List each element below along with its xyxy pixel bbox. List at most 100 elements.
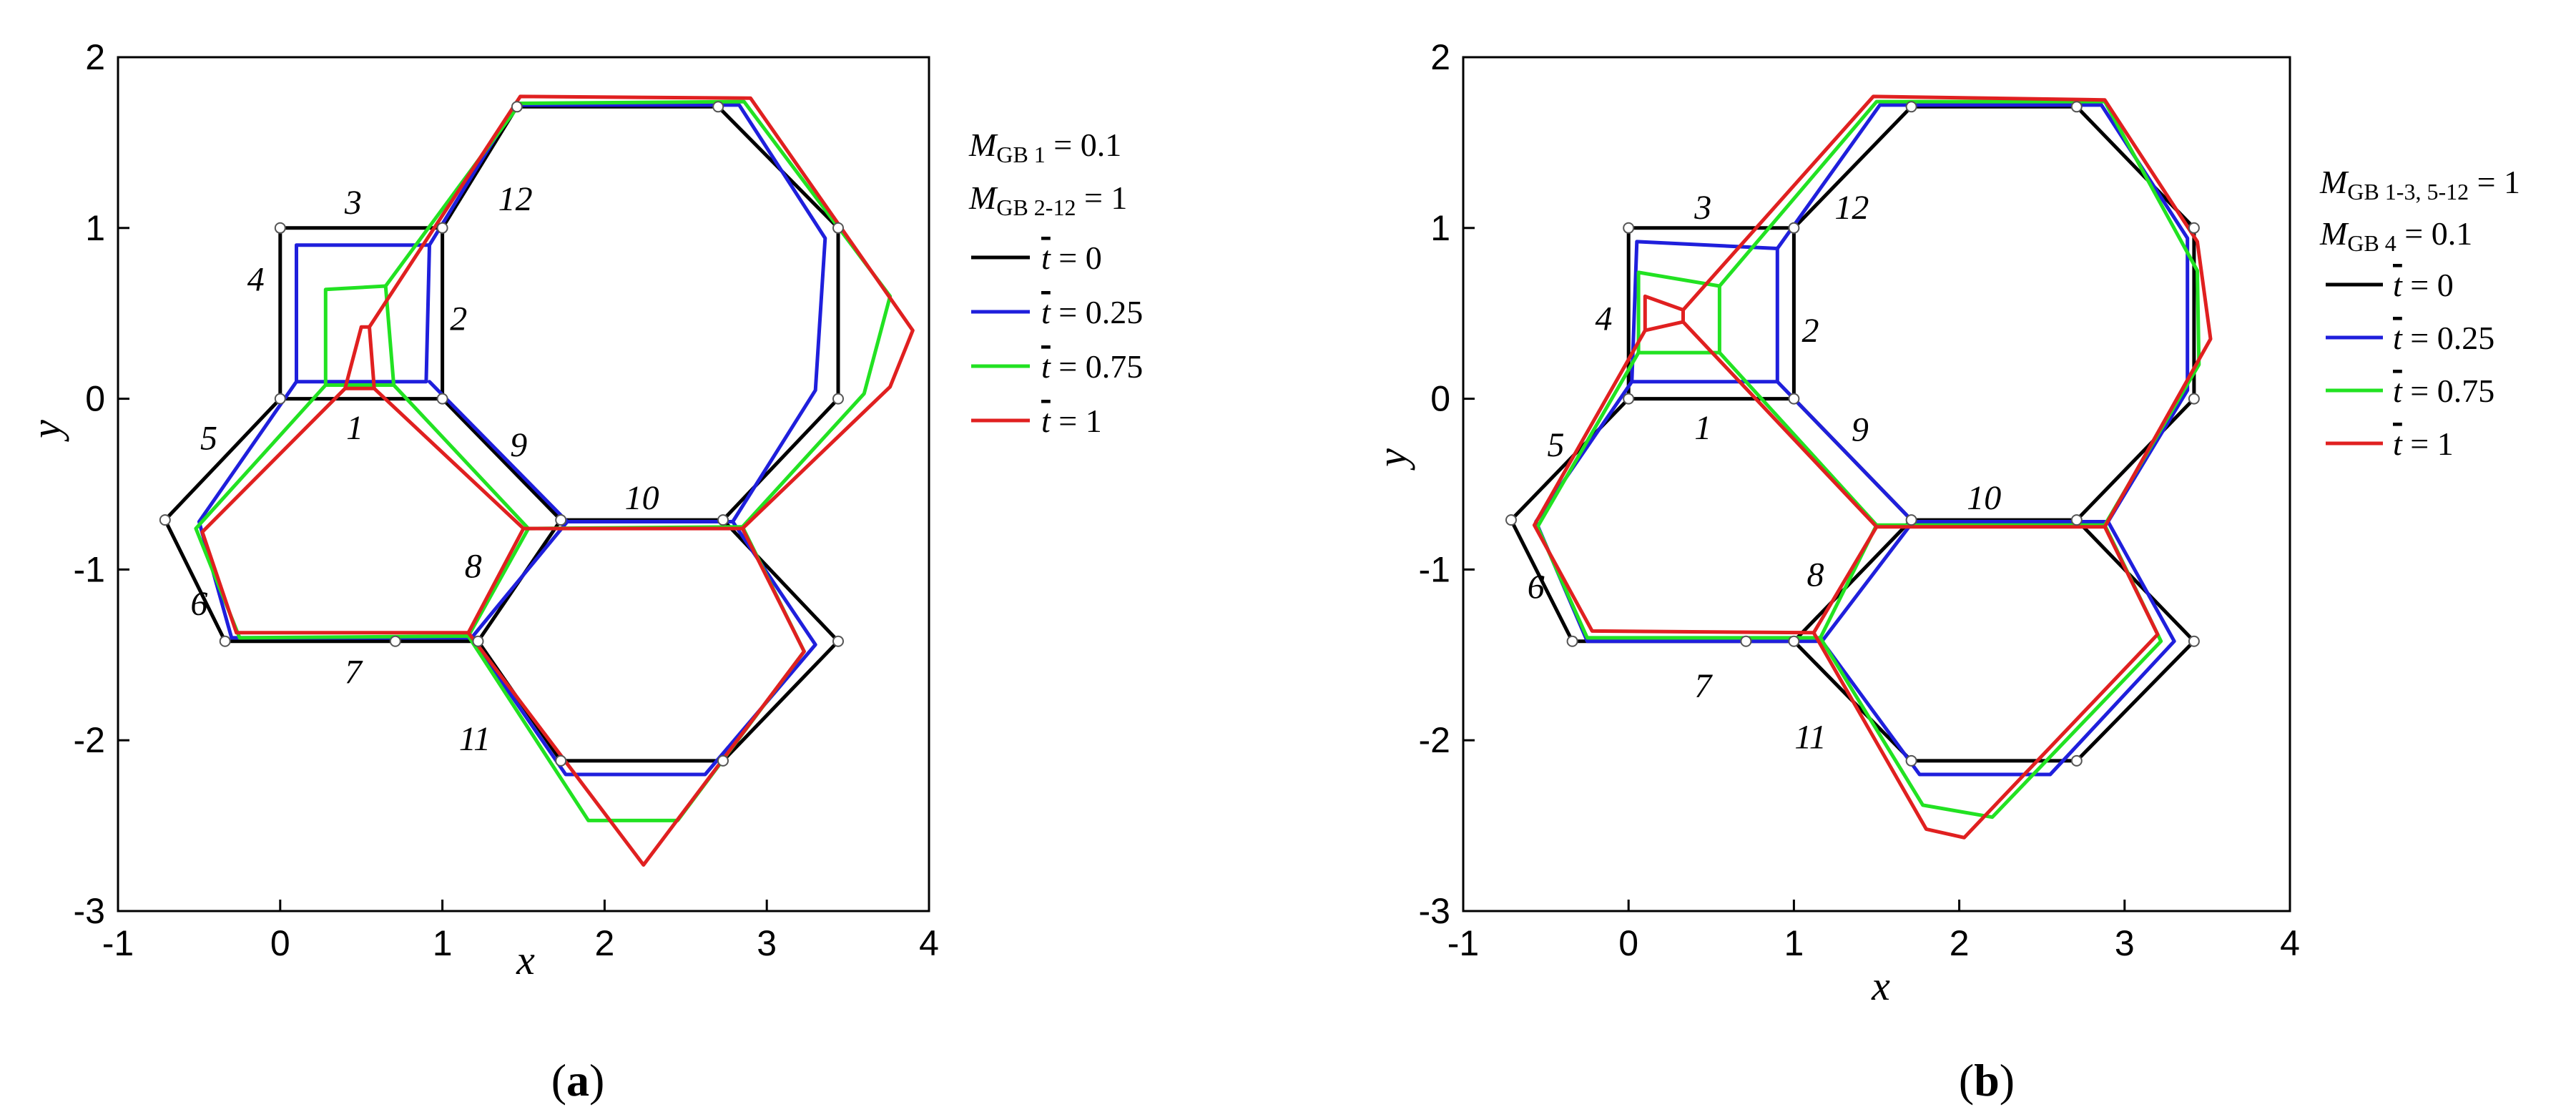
x-tick-label-b: 2 — [1950, 923, 1970, 963]
grain-boundary-label-b-2: 2 — [1802, 312, 1819, 350]
y-tick-label-b: -1 — [1419, 549, 1450, 589]
grain-boundary-label-b-12: 12 — [1834, 189, 1869, 227]
legend-label-a-0: t = 0 — [1041, 240, 1102, 276]
x-axis-label-b: x — [1871, 963, 1890, 1009]
junction-point-b — [1566, 635, 1578, 647]
y-tick-label-b: -2 — [1419, 720, 1450, 760]
grain-boundary-label-a-9: 9 — [510, 426, 527, 464]
junction-point-a — [717, 754, 729, 767]
x-tick-label-b: -1 — [1447, 923, 1479, 963]
x-axis-label-a: x — [516, 937, 535, 983]
junction-point-a — [832, 222, 844, 234]
junction-point-a — [436, 222, 448, 234]
grain-boundary-label-a-11: 11 — [459, 720, 491, 758]
junction-point-b — [1788, 635, 1800, 647]
legend-a: MGB 1 = 0.1 MGB 2-12 = 1 t = 0 t = 0.25 … — [968, 127, 1143, 439]
x-tick-label-b: 1 — [1784, 923, 1804, 963]
grain-boundary-label-b-11: 11 — [1794, 718, 1826, 756]
x-tick-label-a: 3 — [757, 923, 777, 963]
grain-boundary-label-b-6: 6 — [1528, 568, 1545, 606]
series-a-t1-segment-3 — [466, 526, 526, 635]
junction-point-b — [2188, 222, 2200, 234]
junction-point-a — [274, 393, 286, 405]
junction-point-a — [472, 635, 484, 647]
mobility-line-b-1: MGB 1-3, 5-12 = 1 — [2319, 164, 2520, 205]
plot-frame-a — [117, 56, 930, 912]
grain-boundary-label-a-12: 12 — [498, 180, 533, 218]
junction-point-b — [1788, 393, 1800, 405]
legend-item-b-0: t = 0 — [2326, 267, 2454, 303]
plot-area-a — [159, 94, 915, 867]
series-b-t0.25-segment-2 — [1775, 103, 2190, 523]
series-b-t1-segment-0 — [1643, 294, 1685, 333]
legend-item-a-2: t = 0.75 — [971, 348, 1143, 385]
series-b-t0-segment-2 — [1791, 104, 2196, 522]
legend-label-a-3: t = 1 — [1041, 403, 1102, 439]
caption-a: (a) — [551, 1055, 605, 1106]
grain-boundary-label-a-7: 7 — [345, 654, 363, 692]
series-a-t0.75-segment-3 — [466, 526, 531, 638]
grain-boundary-label-b-10: 10 — [1967, 479, 2001, 517]
series-a-t1-segment-0 — [343, 325, 376, 390]
junction-point-b — [1623, 393, 1635, 405]
junction-point-b — [1623, 222, 1635, 234]
series-b-t0.25-segment-0 — [1630, 240, 1779, 384]
x-tick-label-b: 3 — [2115, 923, 2135, 963]
grain-boundary-label-b-5: 5 — [1547, 426, 1564, 464]
y-tick-label-a: -3 — [74, 891, 105, 931]
series-b-t1-segment-1 — [1532, 320, 2160, 840]
x-tick-label-a: 1 — [433, 923, 453, 963]
series-a-t0.25-segment-3 — [469, 520, 569, 640]
junction-point-b — [1905, 754, 1917, 767]
junction-point-b — [2070, 754, 2083, 767]
grain-boundary-label-b-8: 8 — [1806, 556, 1824, 594]
junction-point-a — [717, 514, 729, 526]
legend-item-a-1: t = 0.25 — [971, 294, 1143, 330]
junction-point-a — [555, 514, 567, 526]
caption-b: (b) — [1959, 1055, 2015, 1106]
grain-boundary-label-b-7: 7 — [1694, 667, 1713, 705]
grain-boundary-label-b-1: 1 — [1694, 409, 1711, 447]
series-a-t0.25-segment-2 — [428, 103, 827, 523]
junction-point-a — [436, 393, 448, 405]
grain-boundary-label-a-6: 6 — [190, 585, 207, 623]
grain-boundary-label-a-2: 2 — [450, 300, 467, 338]
junction-point-a — [832, 393, 844, 405]
plot-area-b — [1505, 94, 2213, 840]
junction-point-a — [219, 635, 231, 647]
x-tick-label-b: 0 — [1618, 923, 1638, 963]
series-a-t1-segment-1 — [200, 386, 806, 867]
junction-point-b — [2070, 514, 2083, 526]
grain-boundary-label-a-5: 5 — [200, 420, 217, 458]
legend-label-b-2: t = 0.75 — [2393, 373, 2494, 409]
junction-point-b — [1905, 101, 1917, 113]
mobility-line-a-1: MGB 1 = 0.1 — [968, 127, 1121, 167]
x-tick-label-a: 2 — [594, 923, 614, 963]
y-tick-label-b: 0 — [1430, 379, 1450, 419]
junction-point-a — [389, 635, 401, 647]
legend-item-a-3: t = 1 — [971, 403, 1102, 439]
y-tick-label-a: -2 — [74, 720, 105, 760]
junction-point-b — [1505, 514, 1517, 526]
legend-label-b-3: t = 1 — [2393, 425, 2454, 462]
series-b-t0.25-segment-3 — [1820, 520, 1915, 644]
grain-boundary-label-a-1: 1 — [346, 409, 363, 447]
x-tick-label-a: -1 — [102, 923, 134, 963]
junction-point-a — [832, 635, 844, 647]
mobility-line-a-2: MGB 2-12 = 1 — [968, 179, 1127, 220]
junction-point-b — [1740, 635, 1752, 647]
junction-point-a — [274, 222, 286, 234]
junction-point-a — [555, 754, 567, 767]
y-tick-label-b: -3 — [1419, 891, 1450, 931]
grain-boundary-label-a-10: 10 — [625, 479, 659, 517]
legend-label-a-2: t = 0.75 — [1041, 348, 1143, 385]
grain-boundary-label-b-9: 9 — [1852, 411, 1869, 449]
series-a-t1-segment-2 — [368, 94, 915, 531]
junction-point-b — [2070, 101, 2083, 113]
